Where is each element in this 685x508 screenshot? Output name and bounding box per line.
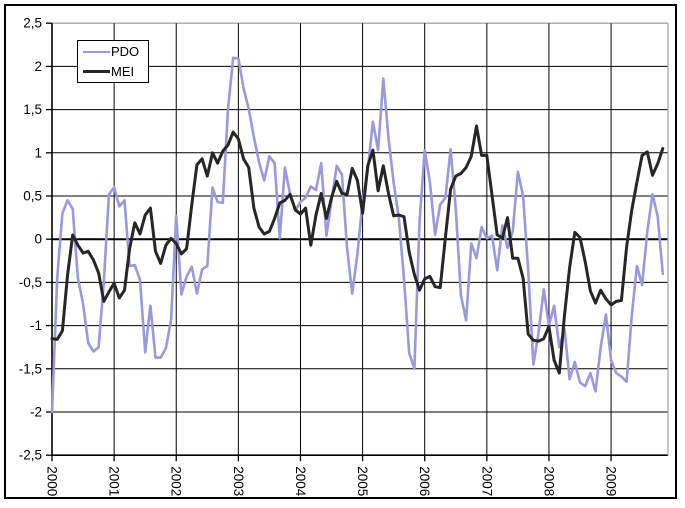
legend-item-pdo: PDO [83, 44, 148, 60]
pdo-line [50, 56, 665, 414]
x-tick-label: 2008 [541, 466, 556, 496]
axis-ticks [46, 22, 612, 462]
y-tick-label: 0 [34, 232, 42, 247]
x-tick-label: 2006 [417, 466, 432, 496]
x-tick-label: 2005 [355, 466, 370, 496]
y-tick-label: -2 [30, 405, 42, 420]
y-tick-label: -0,5 [19, 275, 42, 290]
legend-label-pdo: PDO [111, 43, 140, 59]
y-tick-label: 1,5 [23, 102, 42, 117]
y-tick-label: -2,5 [19, 448, 42, 463]
series-lines [50, 56, 665, 414]
y-tick-label: 1 [34, 145, 42, 160]
x-tick-label: 2002 [169, 466, 184, 496]
y-tick-label: 0,5 [23, 189, 42, 204]
legend: PDO MEI [77, 40, 149, 83]
mei-line [50, 124, 665, 375]
pdo-line-sample [83, 50, 110, 53]
y-tick-label: -1 [30, 318, 42, 333]
y-tick-label: -1,5 [19, 361, 42, 376]
x-tick-label: 2009 [604, 466, 619, 496]
legend-label-mei: MEI [111, 63, 135, 79]
y-axis-labels: 2,5 2 1,5 1 0,5 0 -0,5 -1 -1,5 -2 -2,5 [19, 16, 42, 463]
legend-item-mei: MEI [83, 64, 148, 80]
x-tick-label: 2003 [231, 466, 246, 496]
x-tick-label: 2000 [45, 466, 60, 496]
y-tick-label: 2 [34, 59, 42, 74]
x-axis-labels: 2000 2001 2002 2003 2004 2005 2006 2007 2008 2009 [45, 466, 619, 497]
mei-line-sample [83, 70, 110, 73]
x-tick-label: 2001 [107, 466, 122, 496]
x-tick-label: 2007 [479, 466, 494, 496]
y-tick-label: 2,5 [23, 16, 42, 31]
x-tick-label: 2004 [293, 466, 308, 497]
